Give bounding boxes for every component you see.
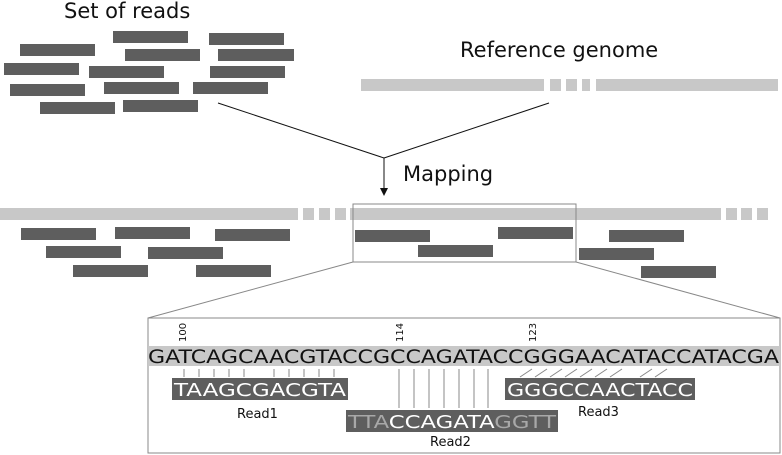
read-bar [148, 247, 223, 259]
tick [639, 368, 653, 378]
tick [549, 368, 563, 378]
read-bar [609, 230, 684, 242]
read1-label: Read1 [237, 407, 278, 422]
arrow-line-left [217, 102, 385, 159]
read3-bar [505, 378, 695, 400]
read-bar [40, 102, 115, 114]
mapping-label: Mapping [403, 162, 493, 186]
reference-segment [303, 208, 314, 220]
read3-sequence: GGGCCAACTACC [507, 381, 693, 401]
reference-segment [582, 79, 590, 91]
reference-segment [596, 79, 778, 91]
reference-segment [726, 208, 737, 220]
reference-segment [361, 79, 544, 91]
tick [534, 368, 548, 378]
position-label-114: 114 [395, 323, 406, 342]
read-bar [355, 230, 430, 242]
reference-segment [741, 208, 752, 220]
reference-segment [350, 208, 721, 220]
read-bar [215, 229, 290, 241]
read-bar [89, 66, 164, 78]
read-bar [498, 227, 573, 239]
read-bar [113, 31, 188, 43]
tick [579, 368, 593, 378]
read1-sequence: TAAGCGACGTA [173, 381, 346, 401]
read-bar [115, 227, 190, 239]
read2-label: Read2 [430, 435, 471, 450]
reference-genome-mapped [0, 208, 768, 220]
reference-segment [335, 208, 346, 220]
mapping-arrow [217, 102, 550, 189]
read1-bar [172, 378, 348, 400]
read-bar [210, 66, 285, 78]
read-bar [196, 265, 271, 277]
reference-sequence-band [148, 346, 780, 366]
position-label-100: 100 [178, 323, 189, 342]
read3-label: Read3 [578, 405, 619, 420]
read-bar [4, 63, 79, 75]
tick [654, 368, 668, 378]
read-bar [10, 84, 85, 96]
zoom-line-right [575, 261, 781, 319]
zoom-region-box [352, 203, 577, 263]
arrow-line-right [383, 102, 550, 159]
read-bar [21, 228, 96, 240]
reference-genome-top [361, 79, 778, 91]
tick [594, 368, 608, 378]
read3-match-segment: GGGCCAACTACC [507, 381, 693, 401]
mapped-reads [21, 227, 716, 278]
read-bar [46, 246, 121, 258]
read1-match-segment: TAAGCGACGTA [173, 381, 346, 401]
reference-segment [550, 79, 561, 91]
read2-mismatch-prefix: TTA [347, 413, 389, 433]
read-bar [418, 245, 493, 257]
read-bar [104, 82, 179, 94]
alignment-ticks [183, 368, 668, 408]
tick [564, 368, 578, 378]
arrowhead-icon [380, 188, 388, 196]
reference-segment [0, 208, 298, 220]
zoom-line-left [147, 261, 354, 319]
read-bar [20, 44, 95, 56]
tick [609, 368, 623, 378]
reference-segment [319, 208, 330, 220]
reference-segment [566, 79, 577, 91]
position-label-123: 123 [528, 323, 539, 342]
read-bar [218, 49, 294, 61]
read2-sequence: TTA CCAGATA GGTT [347, 413, 557, 433]
read-bar [193, 82, 268, 94]
reference-segment [757, 208, 768, 220]
read2-mismatch-suffix: GGTT [494, 413, 556, 433]
read-bar [125, 49, 200, 61]
read-bar [641, 266, 716, 278]
unmapped-reads [4, 31, 294, 114]
read-bar [73, 265, 148, 277]
reference-sequence: GATCAGCAACGTACCGCCAGATACCGGGAACATACCATAC… [148, 347, 780, 368]
tick [519, 368, 533, 378]
read-bar [209, 33, 284, 45]
read2-bar [346, 410, 558, 432]
reference-genome-label: Reference genome [460, 38, 658, 62]
read-bar [579, 248, 654, 260]
reads-set-label: Set of reads [64, 0, 190, 23]
read-bar [123, 100, 198, 112]
read2-match-segment: CCAGATA [389, 413, 495, 433]
